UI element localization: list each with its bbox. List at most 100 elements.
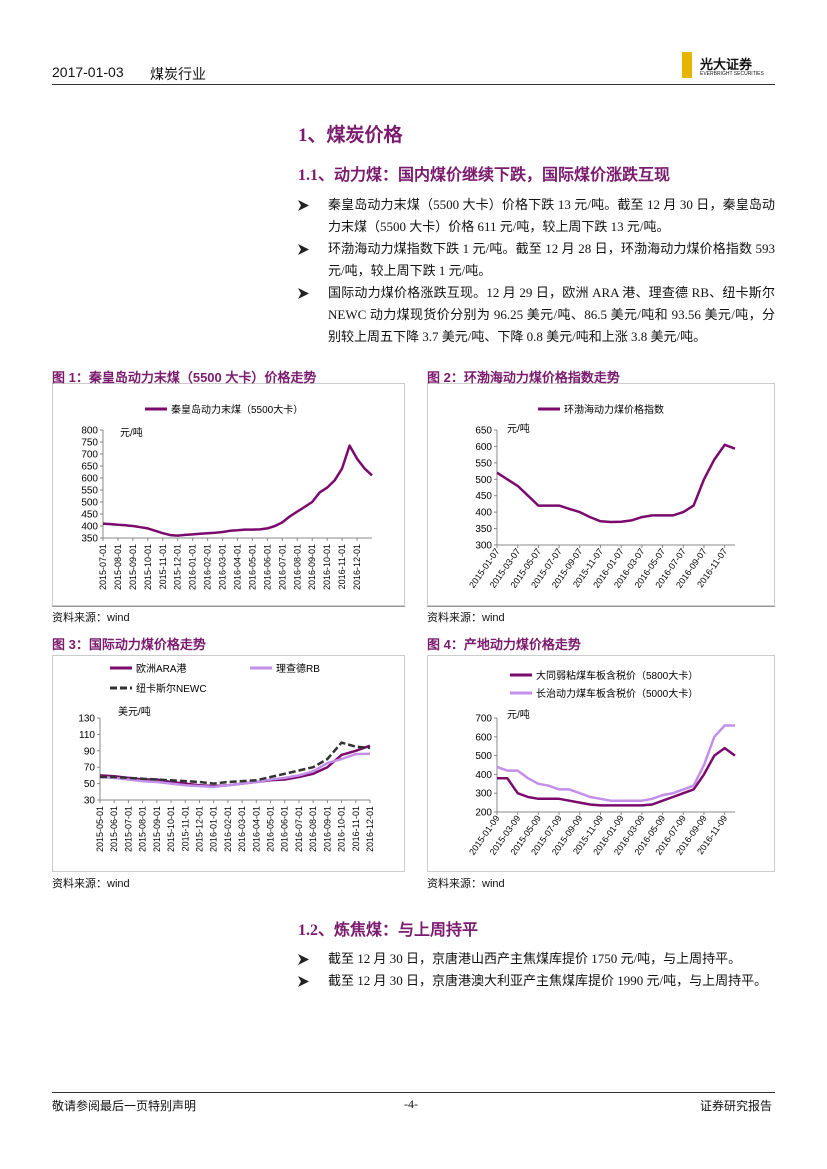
figure-source: 资料来源：wind <box>427 878 505 890</box>
x-tick-label: 2016-09-01 <box>307 544 317 590</box>
figure-frame <box>52 366 405 607</box>
series-line <box>102 444 373 537</box>
x-tick-label: 2016-02-01 <box>223 806 233 852</box>
y-tick-label: 300 <box>475 789 492 800</box>
series-line <box>497 746 736 807</box>
y-tick-label: 700 <box>475 714 492 725</box>
footer-page: -4- <box>404 1097 418 1111</box>
x-tick-label: 2015-11-01 <box>158 544 168 589</box>
y-tick-label: 550 <box>81 486 98 497</box>
legend-label: 秦皇岛动力末煤（5500大卡） <box>171 403 303 416</box>
y-tick-label: 750 <box>81 438 98 449</box>
bullet-list: 秦皇岛动力末煤（5500 大卡）价格下跌 13 元/吨。截至 12 月 30 日… <box>298 194 775 348</box>
x-tick-label: 2016-04-01 <box>251 806 261 852</box>
legend-label: 纽卡斯尔NEWC <box>136 682 207 695</box>
bullet-text: 截至 12 月 30 日，京唐港山西产主焦煤库提价 1750 元/吨，与上周持平… <box>328 951 742 966</box>
logo-name: 光大证券 <box>700 57 753 72</box>
x-tick-label: 2016-12-01 <box>365 806 375 852</box>
unit-label: 元/吨 <box>507 708 530 721</box>
legend-label: 欧洲ARA港 <box>136 663 187 675</box>
chart-box <box>427 655 775 872</box>
bullet-arrow <box>298 288 309 299</box>
x-tick-label: 2016-05-01 <box>247 544 257 590</box>
x-tick-label: 2015-05-01 <box>95 806 105 852</box>
section-title: 1、煤炭价格 <box>298 125 403 146</box>
y-tick-label: 130 <box>78 714 95 725</box>
bullet-arrow <box>298 200 309 211</box>
footer-left: 敬请参阅最后一页特别声明 <box>52 1099 197 1113</box>
x-tick-label: 2016-10-01 <box>322 544 332 590</box>
unit-label: 元/吨 <box>120 426 143 439</box>
subsection-title: 1.2、炼焦煤：与上周持平 <box>298 922 479 939</box>
y-tick-label: 300 <box>475 541 492 552</box>
bullet-text: 秦皇岛动力末煤（5500 大卡）价格下跌 13 元/吨。截至 12 月 30 日… <box>328 197 775 234</box>
series-line <box>496 724 735 802</box>
y-tick-label: 400 <box>475 508 492 519</box>
x-tick-label: 2016-08-01 <box>308 806 318 852</box>
figure-source: 资料来源：wind <box>427 612 505 624</box>
x-tick-label: 2015-11-01 <box>180 806 190 851</box>
figure-caption: 图 1：秦皇岛动力末煤（5500 大卡）价格走势 <box>52 370 317 385</box>
bullet-arrow <box>298 244 309 255</box>
header-industry: 煤炭行业 <box>150 66 206 82</box>
x-tick-label: 2015-07-01 <box>123 806 133 852</box>
y-tick-label: 350 <box>81 534 98 545</box>
bullet-arrow <box>298 954 309 965</box>
bullet: 环渤海动力煤指数下跌 1 元/吨。截至 12 月 28 日，环渤海动力煤价格指数… <box>298 238 775 282</box>
series-line <box>100 741 371 785</box>
x-tick-label: 2016-08-01 <box>292 544 302 590</box>
y-tick-label: 550 <box>475 458 492 469</box>
bullet-list: 截至 12 月 30 日，京唐港山西产主焦煤库提价 1750 元/吨，与上周持平… <box>298 948 775 992</box>
bullet: 截至 12 月 30 日，京唐港山西产主焦煤库提价 1750 元/吨，与上周持平… <box>298 948 775 970</box>
y-tick-label: 30 <box>84 796 96 807</box>
y-tick-label: 450 <box>81 510 98 521</box>
legend-label: 大同弱粘煤车板含税价（5800大卡） <box>536 669 698 682</box>
y-tick-label: 200 <box>475 808 492 819</box>
x-tick-label: 2015-09-01 <box>152 806 162 852</box>
legend-label: 环渤海动力煤价格指数 <box>564 403 664 416</box>
series-line <box>99 752 371 789</box>
x-tick-label: 2016-04-01 <box>233 544 243 590</box>
y-tick-label: 650 <box>475 426 492 437</box>
x-tick-label: 2015-08-01 <box>138 806 148 852</box>
chart-box <box>427 383 775 606</box>
bullet: 截至 12 月 30 日，京唐港澳大利亚产主焦煤库提价 1990 元/吨，与上周… <box>298 970 775 992</box>
y-tick-label: 800 <box>81 426 98 437</box>
y-tick-label: 650 <box>81 462 98 473</box>
x-tick-label: 2016-06-01 <box>262 544 272 590</box>
y-tick-label: 400 <box>81 522 98 533</box>
y-tick-label: 700 <box>81 450 98 461</box>
x-tick-label: 2015-09-01 <box>128 544 138 590</box>
bullet-text: 环渤海动力煤指数下跌 1 元/吨。截至 12 月 28 日，环渤海动力煤价格指数… <box>328 241 775 278</box>
footer-rule <box>52 1092 775 1093</box>
x-tick-label: 2015-12-01 <box>194 806 204 852</box>
figure-caption: 图 3：国际动力煤价格走势 <box>52 637 206 652</box>
y-tick-label: 110 <box>79 730 95 741</box>
figure-source: 资料来源：wind <box>52 878 130 890</box>
x-tick-label: 2015-10-01 <box>143 544 153 590</box>
footer-right: 证券研究报告 <box>700 1099 773 1113</box>
logo-icon <box>682 52 696 78</box>
y-tick-label: 600 <box>475 732 492 743</box>
legend-label: 长治动力煤车板含税价（5000大卡） <box>536 687 698 700</box>
figure-source: 资料来源：wind <box>52 612 130 624</box>
y-tick-label: 450 <box>475 491 492 502</box>
x-tick-label: 2015-12-01 <box>173 544 183 590</box>
x-tick-label: 2015-06-01 <box>109 806 119 852</box>
y-tick-label: 70 <box>84 763 96 774</box>
y-tick-label: 400 <box>475 770 492 781</box>
figure-caption: 图 4：产地动力煤价格走势 <box>427 637 581 652</box>
x-tick-label: 2016-06-01 <box>280 806 290 852</box>
y-tick-label: 600 <box>475 442 492 453</box>
unit-label: 美元/吨 <box>118 705 151 718</box>
x-tick-label: 2015-08-01 <box>113 544 123 590</box>
x-tick-label: 2016-05-01 <box>266 806 276 852</box>
header-rule <box>52 84 775 85</box>
bullet-text: 国际动力煤价格涨跌互现。12 月 29 日，欧洲 ARA 港、理查德 RB、纽卡… <box>328 285 775 344</box>
bullet: 秦皇岛动力末煤（5500 大卡）价格下跌 13 元/吨。截至 12 月 30 日… <box>298 194 775 238</box>
x-tick-label: 2016-07-01 <box>277 544 287 590</box>
x-tick-label: 2016-09-01 <box>322 806 332 852</box>
y-tick-label: 90 <box>84 746 96 757</box>
y-tick-label: 500 <box>81 498 98 509</box>
